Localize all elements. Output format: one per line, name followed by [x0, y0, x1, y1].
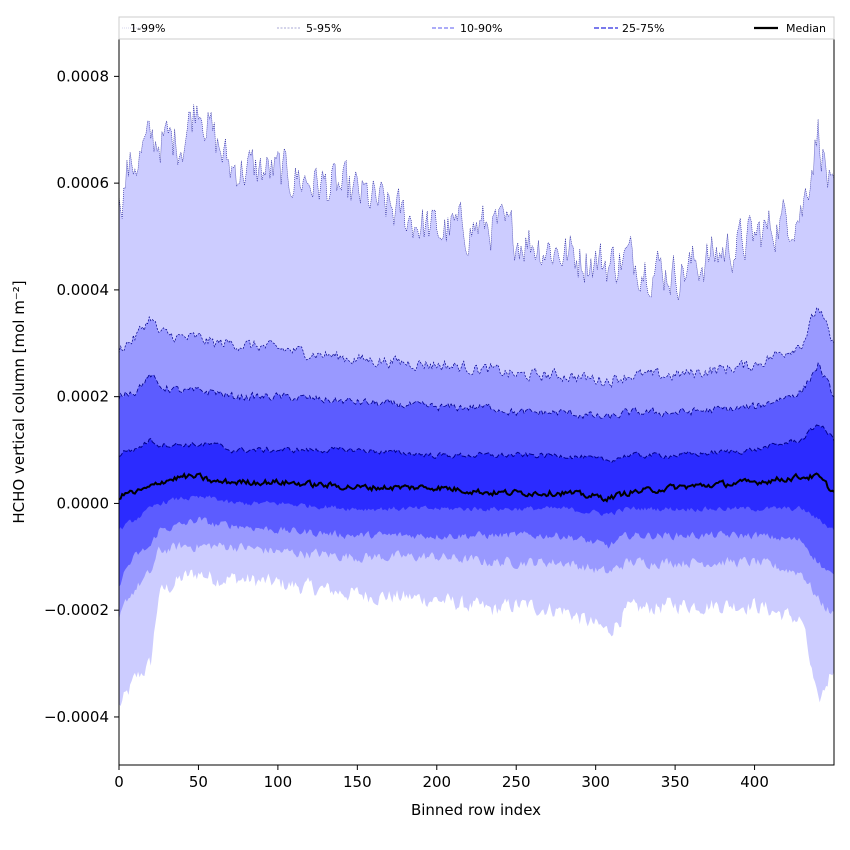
band-upper-edge: [119, 104, 834, 301]
legend-entry: 10-90%: [460, 22, 502, 35]
y-axis: −0.0004 −0.0002 0.0000 0.0002 0.0004 0.0006 0.…: [44, 67, 119, 726]
legend: 1-99% 5-95% 10-90% 25-75% Median: [118, 16, 835, 40]
legend-entry: 1-99%: [130, 22, 165, 35]
legend-entry: Median: [786, 22, 826, 35]
legend-box: [118, 16, 835, 40]
x-tick-label: 50: [189, 773, 208, 791]
x-tick-label: 150: [343, 773, 372, 791]
median-line: [119, 472, 834, 503]
band-upper-edge: [119, 362, 834, 421]
y-tick-label: 0.0004: [57, 281, 110, 299]
legend-entry: 5-95%: [306, 22, 341, 35]
legend-entry: 25-75%: [622, 22, 664, 35]
x-tick-label: 100: [264, 773, 293, 791]
x-tick-label: 250: [502, 773, 531, 791]
y-tick-label: −0.0004: [44, 708, 109, 726]
band-area: [119, 425, 834, 532]
y-axis-label: HCHO vertical column [mol m⁻²]: [10, 280, 28, 523]
x-tick-label: 200: [422, 773, 451, 791]
plot-area: [119, 104, 834, 706]
x-tick-label: 400: [740, 773, 769, 791]
y-tick-label: 0.0008: [57, 67, 110, 85]
x-axis: 0 50 100 150 200 250 300 350 400: [114, 765, 769, 791]
y-tick-label: 0.0006: [57, 174, 110, 192]
y-tick-label: 0.0002: [57, 388, 110, 406]
x-axis-label: Binned row index: [411, 801, 541, 819]
y-tick-label: −0.0002: [44, 601, 109, 619]
y-tick-label: 0.0000: [57, 494, 110, 512]
band-upper-edge: [119, 424, 834, 464]
x-tick-label: 0: [114, 773, 124, 791]
x-tick-label: 350: [661, 773, 690, 791]
x-tick-label: 300: [581, 773, 610, 791]
band-upper-edge: [119, 307, 834, 388]
